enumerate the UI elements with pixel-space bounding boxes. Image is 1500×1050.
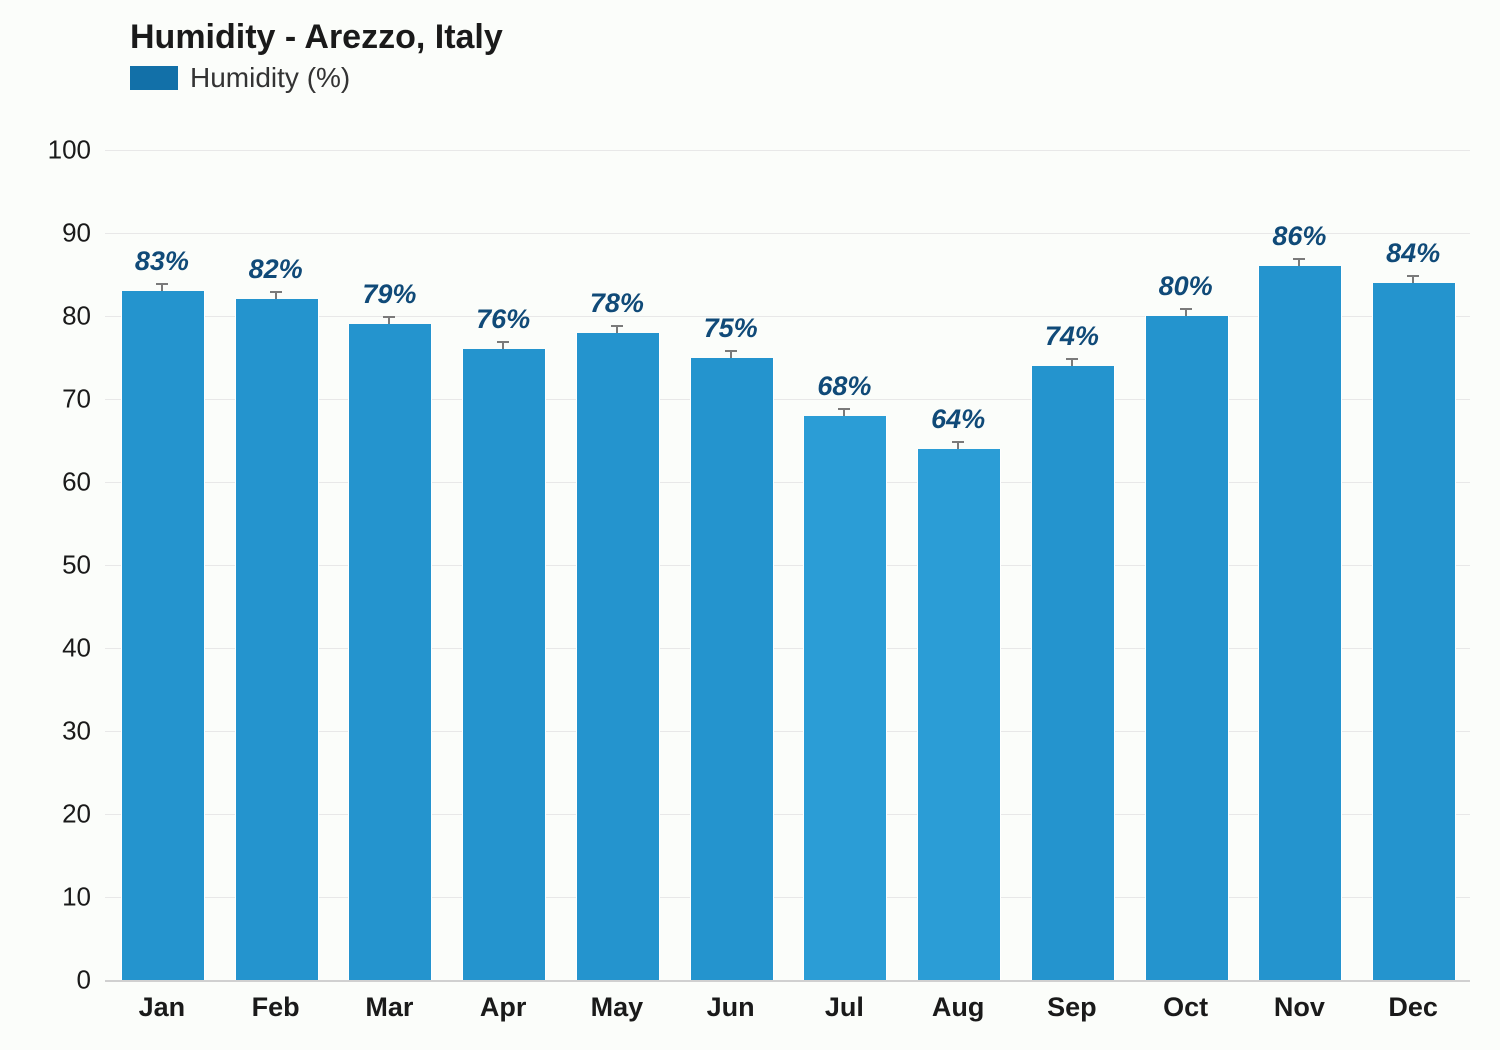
x-tick-label: Apr xyxy=(480,992,527,1023)
x-tick-label: Jan xyxy=(139,992,186,1023)
bar xyxy=(121,291,205,980)
error-cap xyxy=(730,352,732,358)
error-cap-top xyxy=(611,325,623,327)
y-tick-label: 40 xyxy=(0,633,91,664)
data-label: 76% xyxy=(476,304,530,335)
x-tick-label: Mar xyxy=(365,992,413,1023)
plot-area: 83% 82% 79% 76% 78% 75% 68% 64% 74% 80% 86% 84% xyxy=(105,150,1470,980)
y-tick-label: 60 xyxy=(0,467,91,498)
bar xyxy=(348,324,432,980)
bar xyxy=(1031,366,1115,980)
x-tick-label: Aug xyxy=(932,992,984,1023)
error-cap-top xyxy=(838,408,850,410)
error-cap-top xyxy=(156,283,168,285)
y-tick-label: 90 xyxy=(0,218,91,249)
y-tick-label: 0 xyxy=(0,965,91,996)
error-cap-top xyxy=(725,350,737,352)
data-label: 68% xyxy=(817,371,871,402)
bar xyxy=(1145,316,1229,980)
humidity-chart: Humidity - Arezzo, ItalyHumidity (%)83%8… xyxy=(0,0,1500,1050)
error-cap xyxy=(1412,277,1414,283)
x-tick-label: Feb xyxy=(252,992,300,1023)
error-cap-top xyxy=(497,341,509,343)
bar xyxy=(576,333,660,980)
error-cap xyxy=(502,343,504,349)
error-cap-top xyxy=(1180,308,1192,310)
error-cap-top xyxy=(1066,358,1078,360)
x-tick-label: May xyxy=(591,992,644,1023)
error-cap-top xyxy=(270,291,282,293)
data-label: 64% xyxy=(931,404,985,435)
data-label: 78% xyxy=(590,288,644,319)
error-cap xyxy=(161,285,163,291)
error-cap xyxy=(388,318,390,324)
y-tick-label: 80 xyxy=(0,301,91,332)
data-label: 80% xyxy=(1159,271,1213,302)
legend-swatch xyxy=(130,66,178,90)
data-label: 74% xyxy=(1045,321,1099,352)
data-label: 84% xyxy=(1386,238,1440,269)
data-label: 79% xyxy=(362,279,416,310)
y-tick-label: 50 xyxy=(0,550,91,581)
legend: Humidity (%) xyxy=(130,62,350,94)
y-tick-label: 100 xyxy=(0,135,91,166)
bar xyxy=(1258,266,1342,980)
error-cap-top xyxy=(383,316,395,318)
y-tick-label: 10 xyxy=(0,882,91,913)
chart-title: Humidity - Arezzo, Italy xyxy=(130,18,503,57)
error-cap xyxy=(616,327,618,333)
error-cap-top xyxy=(1293,258,1305,260)
error-cap-top xyxy=(1407,275,1419,277)
bar xyxy=(462,349,546,980)
bar xyxy=(917,449,1001,980)
bar xyxy=(1372,283,1456,980)
y-tick-label: 70 xyxy=(0,384,91,415)
bar xyxy=(235,299,319,980)
data-label: 82% xyxy=(249,254,303,285)
error-cap xyxy=(843,410,845,416)
error-cap xyxy=(957,443,959,449)
bar xyxy=(803,416,887,980)
error-cap xyxy=(1185,310,1187,316)
gridline xyxy=(105,233,1470,234)
bar xyxy=(690,358,774,981)
error-cap xyxy=(275,293,277,299)
error-cap xyxy=(1071,360,1073,366)
data-label: 75% xyxy=(704,313,758,344)
gridline xyxy=(105,150,1470,151)
x-tick-label: Oct xyxy=(1163,992,1208,1023)
y-tick-label: 20 xyxy=(0,799,91,830)
data-label: 86% xyxy=(1272,221,1326,252)
data-label: 83% xyxy=(135,246,189,277)
gridline xyxy=(105,980,1470,982)
legend-label: Humidity (%) xyxy=(190,62,350,94)
error-cap-top xyxy=(952,441,964,443)
x-tick-label: Nov xyxy=(1274,992,1325,1023)
x-tick-label: Jun xyxy=(707,992,755,1023)
error-cap xyxy=(1298,260,1300,266)
x-tick-label: Sep xyxy=(1047,992,1097,1023)
x-tick-label: Jul xyxy=(825,992,864,1023)
y-tick-label: 30 xyxy=(0,716,91,747)
x-tick-label: Dec xyxy=(1388,992,1438,1023)
